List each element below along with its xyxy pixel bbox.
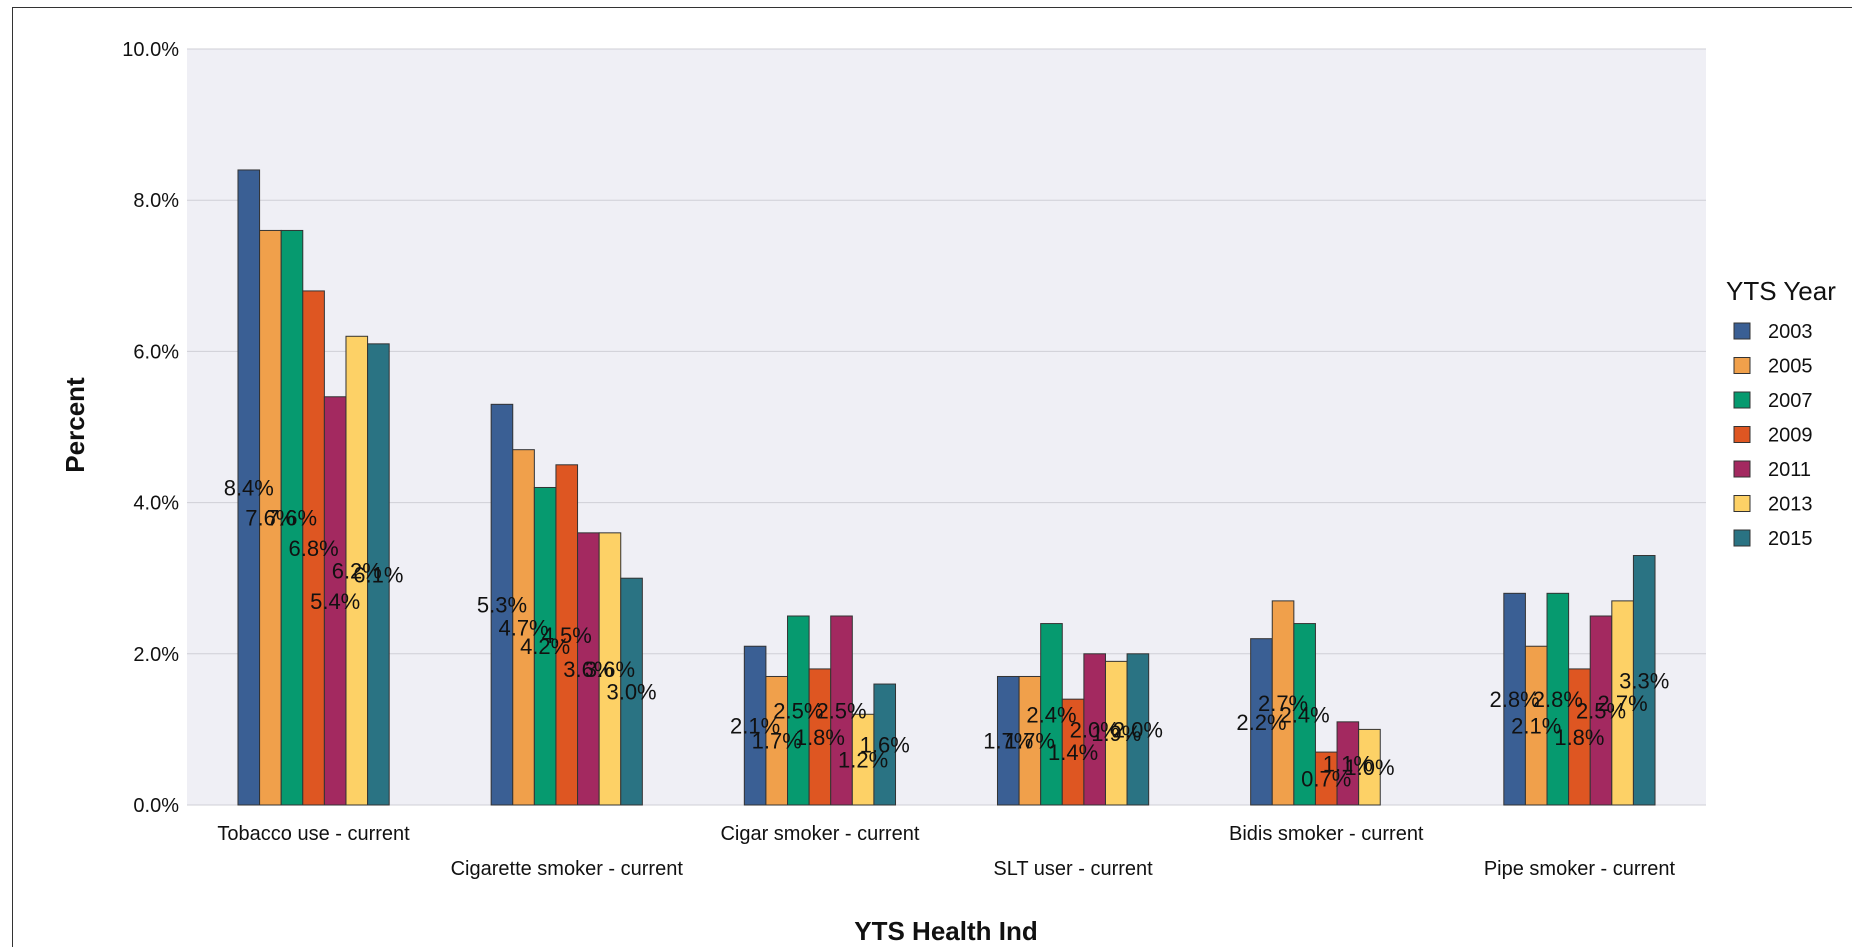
data-label: 1.1% [1323,751,1373,776]
bar [873,683,897,806]
x-category-label: Bidis smoker - current [1229,823,1424,845]
data-label: 1.0% [1344,755,1394,780]
legend-label: 2015 [1768,528,1813,550]
x-category-label: Cigarette smoker - current [451,858,684,880]
x-category-label: Tobacco use - current [217,823,410,845]
legend-swatch [1733,391,1751,409]
legend-swatch [1733,460,1751,478]
data-label: 2.5% [816,699,866,724]
data-label: 2.8% [1533,687,1583,712]
data-label: 6.2% [332,559,382,584]
data-label: 2.0% [1113,717,1163,742]
data-label: 2.8% [1490,687,1540,712]
legend: YTS Year 2003 2005 2007 2009 2011 2013 2015 [1726,276,1836,550]
x-category-label: Pipe smoker - current [1484,858,1676,880]
x-category-label: Cigar smoker - current [720,823,919,845]
data-label: 2.7% [1258,691,1308,716]
data-label: 1.7% [752,729,802,754]
gridlines [187,48,1706,806]
data-label: 4.2% [520,634,570,659]
chart-frame [12,7,1852,947]
data-label: 4.7% [498,615,548,640]
bar [830,615,853,806]
data-label: 1.2% [838,748,888,773]
x-axis-categories: Tobacco use - current Cigarette smoker - … [217,823,1675,880]
legend-swatch [1733,426,1751,443]
bars [237,169,1656,806]
data-label: 8.4% [224,475,274,500]
data-label: 2.5% [1576,699,1626,724]
bar [367,343,390,806]
legend-swatch [1733,357,1751,374]
data-label: 7.6% [267,506,317,531]
y-axis-title: Percent [60,377,90,473]
data-label: 1.8% [795,725,845,750]
plot-area [187,49,1706,805]
data-label: 0.7% [1301,767,1351,792]
data-label: 6.8% [289,536,339,561]
x-category-label: SLT user - current [993,858,1153,880]
data-label: 1.6% [860,733,910,758]
data-label: 2.0% [1070,717,1120,742]
data-label: 2.7% [1598,691,1648,716]
data-label: 2.5% [773,699,823,724]
bar [1126,653,1150,806]
bar [1293,623,1316,806]
data-label: 3.0% [606,680,656,705]
data-label: 2.1% [730,714,780,739]
legend-title: YTS Year [1726,276,1836,306]
y-tick-label: 8.0% [133,190,179,212]
y-tick-label: 10.0% [122,39,179,61]
data-label: 2.4% [1026,702,1076,727]
y-tick-label: 0.0% [133,795,179,817]
data-label: 5.3% [477,593,527,618]
data-label: 3.6% [585,657,635,682]
legend-swatch [1733,322,1751,340]
y-tick-label: 2.0% [133,644,179,666]
data-label: 1.9% [1091,721,1141,746]
data-labels: 8.4% 7.6%7.6% 6.8% 5.4% 6.2%6.1% 5.3%4.7%4.2%… [224,475,1670,791]
data-label: 1.4% [1048,740,1098,765]
legend-swatch [1733,529,1751,547]
legend-label: 2013 [1768,494,1813,516]
data-label: 5.4% [310,589,360,614]
legend-label: 2007 [1768,390,1813,412]
data-label: 1.7% [1005,729,1055,754]
data-label: 4.5% [542,623,592,648]
bar [1632,555,1656,806]
data-label: 7.6% [245,506,295,531]
legend-label: 2005 [1768,356,1813,378]
y-tick-label: 6.0% [133,341,179,363]
data-label: 2.1% [1511,714,1561,739]
legend-label: 2003 [1768,321,1813,343]
data-label: 2.2% [1236,710,1286,735]
bar [620,577,643,806]
data-label: 1.8% [1554,725,1604,750]
legend-swatch [1733,495,1751,512]
data-label: 3.6% [563,657,613,682]
y-tick-label: 4.0% [133,493,179,515]
data-label: 3.3% [1619,668,1669,693]
x-axis-title: YTS Health Ind [854,916,1037,946]
legend-label: 2011 [1768,459,1811,481]
data-label: 6.1% [353,562,403,587]
data-label: 1.7% [983,729,1033,754]
bar [1358,728,1381,806]
legend-label: 2009 [1768,425,1813,447]
data-label: 2.4% [1280,702,1330,727]
y-axis-ticks: 0.0% 2.0% 4.0% 6.0% 8.0% 10.0% [122,39,179,817]
